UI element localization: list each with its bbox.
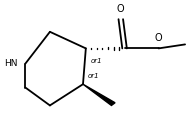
- Text: O: O: [155, 33, 162, 43]
- Text: or1: or1: [91, 58, 102, 64]
- Text: HN: HN: [4, 59, 18, 68]
- Text: or1: or1: [88, 73, 99, 79]
- Text: O: O: [117, 4, 125, 14]
- Polygon shape: [83, 84, 115, 105]
